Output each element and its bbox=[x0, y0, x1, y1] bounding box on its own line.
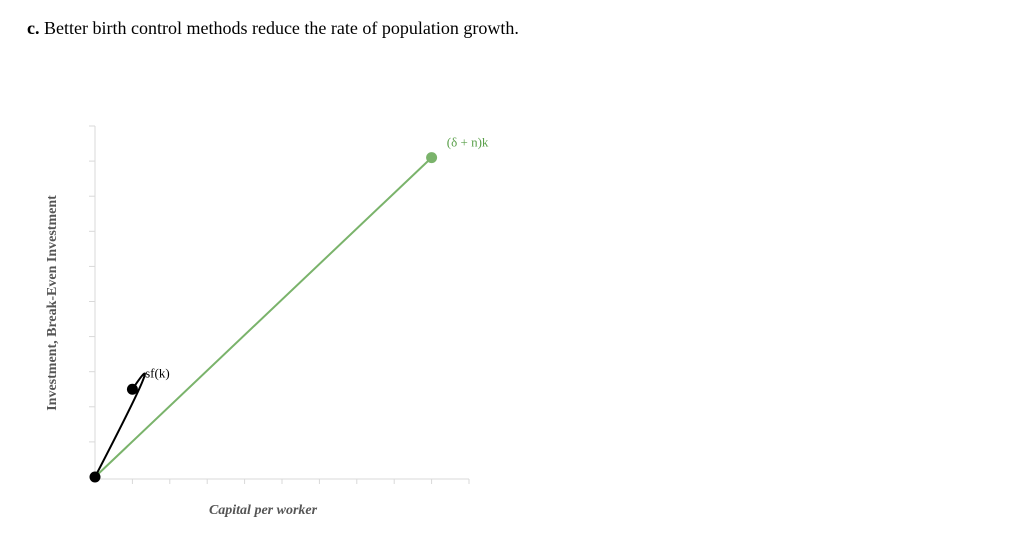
series-line-investment bbox=[94, 372, 146, 478]
origin-point bbox=[89, 471, 101, 483]
series-line-breakeven bbox=[94, 156, 433, 478]
breakeven-endpoint-handle[interactable] bbox=[426, 152, 438, 164]
question-text: c. Better birth control methods reduce t… bbox=[27, 17, 519, 39]
series-label-breakeven: (δ + n)k bbox=[447, 135, 489, 150]
x-axis-title: Capital per worker bbox=[209, 503, 318, 518]
series-label-investment: sf(k) bbox=[145, 365, 170, 380]
question-label: c. bbox=[27, 18, 40, 38]
question-body: Better birth control methods reduce the … bbox=[44, 18, 519, 38]
x-axis bbox=[95, 478, 470, 484]
series-layer: (δ + n)k sf(k) bbox=[89, 135, 489, 483]
y-axis-title: Investment, Break-Even Investment bbox=[45, 195, 60, 411]
investment-endpoint-handle[interactable] bbox=[126, 383, 138, 395]
y-axis bbox=[89, 125, 96, 477]
